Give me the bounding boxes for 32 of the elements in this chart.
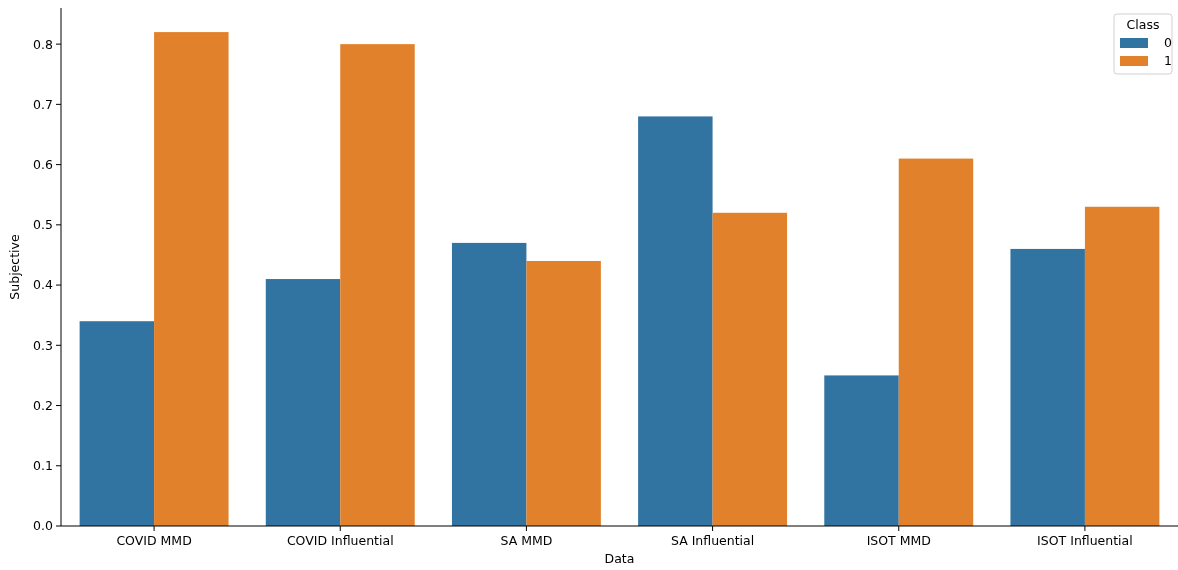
x-tick-label: COVID Influential — [286, 533, 394, 548]
bar — [898, 158, 974, 526]
bar — [340, 44, 415, 526]
legend-label: 0 — [1164, 35, 1172, 50]
legend-label: 1 — [1164, 53, 1172, 68]
x-tick-label: SA Influential — [670, 533, 755, 548]
x-tick-label: SA MMD — [500, 533, 553, 548]
bar — [79, 321, 155, 526]
x-tick-label: ISOT Influential — [1037, 533, 1133, 548]
y-tick-label: 0.8 — [33, 36, 54, 52]
y-tick-label: 0.3 — [33, 337, 53, 353]
y-tick-label: 0.5 — [33, 217, 53, 233]
y-axis-title: Subjective — [7, 234, 22, 300]
y-tick-label: 0.2 — [33, 397, 53, 413]
y-tick-label: 0.6 — [33, 156, 54, 172]
y-tick-label: 0.0 — [33, 518, 54, 534]
x-tick-label: COVID MMD — [116, 533, 192, 548]
bar — [638, 116, 713, 526]
bar — [526, 260, 601, 526]
bar — [712, 212, 788, 526]
legend-title: Class — [1126, 17, 1160, 32]
bar — [1010, 248, 1085, 526]
x-axis-title: Data — [604, 551, 635, 566]
bar — [451, 242, 527, 526]
x-tick-label: ISOT MMD — [866, 533, 931, 548]
y-tick-label: 0.4 — [33, 277, 54, 293]
bar — [1084, 206, 1160, 526]
bar — [824, 375, 899, 526]
y-tick-label: 0.7 — [33, 96, 53, 112]
bar — [265, 279, 341, 526]
bar — [154, 32, 229, 526]
y-tick-label: 0.1 — [33, 458, 53, 474]
